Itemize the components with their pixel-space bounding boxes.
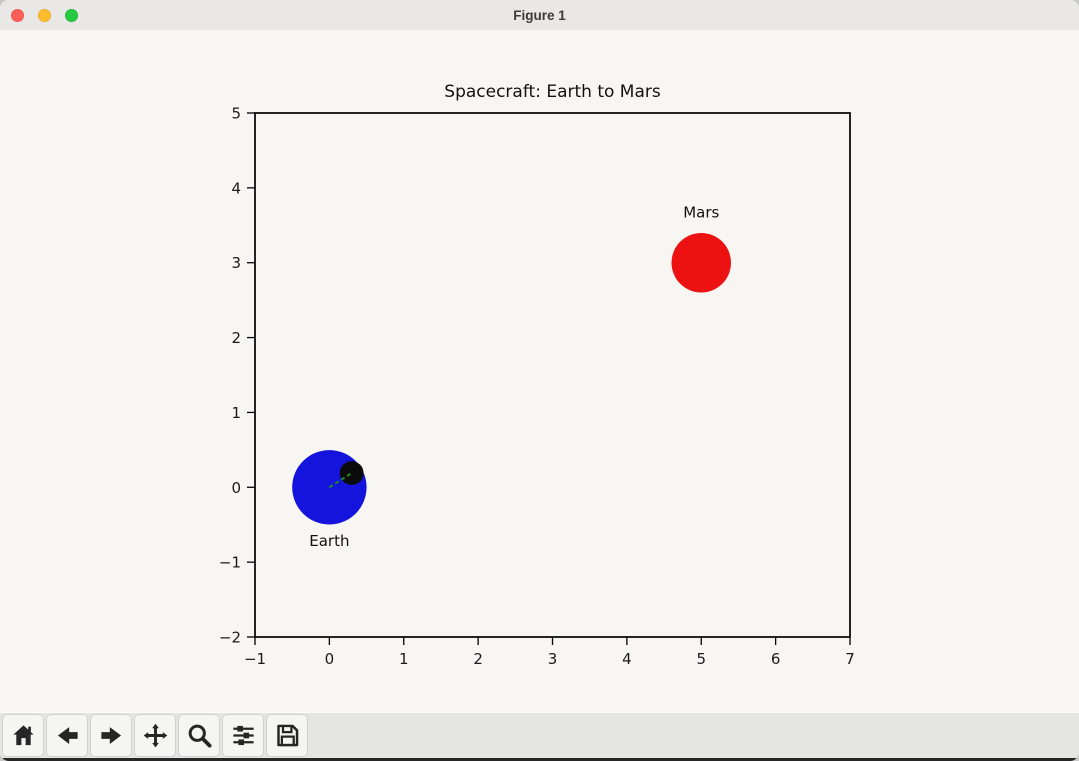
body-mars [671,232,731,293]
x-tick-label: 4 [622,650,632,668]
forward-button[interactable] [90,714,132,757]
traffic-lights [0,8,78,22]
y-tick-label: −2 [219,629,241,647]
x-tick-label: 1 [399,650,409,668]
configure-subplots-button[interactable] [222,714,264,757]
x-tick-label: 5 [696,650,706,668]
label-earth: Earth [309,532,349,550]
close-button[interactable] [11,8,24,22]
arrow-left-icon [57,727,78,744]
label-mars: Mars [683,204,719,222]
y-tick-label: 1 [231,404,241,422]
save-button[interactable] [266,714,308,757]
sliders-icon [232,725,254,746]
x-tick-label: 6 [771,650,781,668]
magnifier-icon [188,724,212,748]
x-tick-label: 7 [845,650,855,668]
y-tick-label: 3 [231,254,241,272]
zoom-button[interactable] [178,714,220,757]
axes-frame [254,112,851,638]
minimize-button[interactable] [38,8,51,22]
floppy-icon [276,724,298,747]
x-tick-label: −1 [244,650,266,668]
figure-canvas[interactable]: −1 0 1 2 3 4 5 6 7 −2 −1 0 1 2 3 4 5 Spacecraft: Earth to… [0,30,1079,715]
spacecraft-marker [339,461,364,485]
home-button[interactable] [2,714,44,757]
window-title: Figure 1 [513,7,566,23]
arrow-right-icon [100,727,121,744]
y-tick-label: −1 [219,554,241,572]
move-icon [143,723,167,748]
home-icon [12,725,34,746]
y-tick-label: 2 [231,329,241,347]
titlebar[interactable]: Figure 1 [0,0,1079,31]
y-tick-label: 4 [231,179,241,197]
x-tick-label: 2 [473,650,483,668]
back-button[interactable] [46,714,88,757]
y-tick-label: 0 [231,479,241,497]
chart-title: Spacecraft: Earth to Mars [444,82,661,102]
x-tick-label: 3 [548,650,558,668]
spacecraft-trail [328,472,353,489]
y-tick-label: 5 [231,105,241,123]
navigation-toolbar [0,712,1079,761]
pan-button[interactable] [134,714,176,757]
x-tick-label: 0 [325,650,335,668]
maximize-button[interactable] [65,8,78,22]
